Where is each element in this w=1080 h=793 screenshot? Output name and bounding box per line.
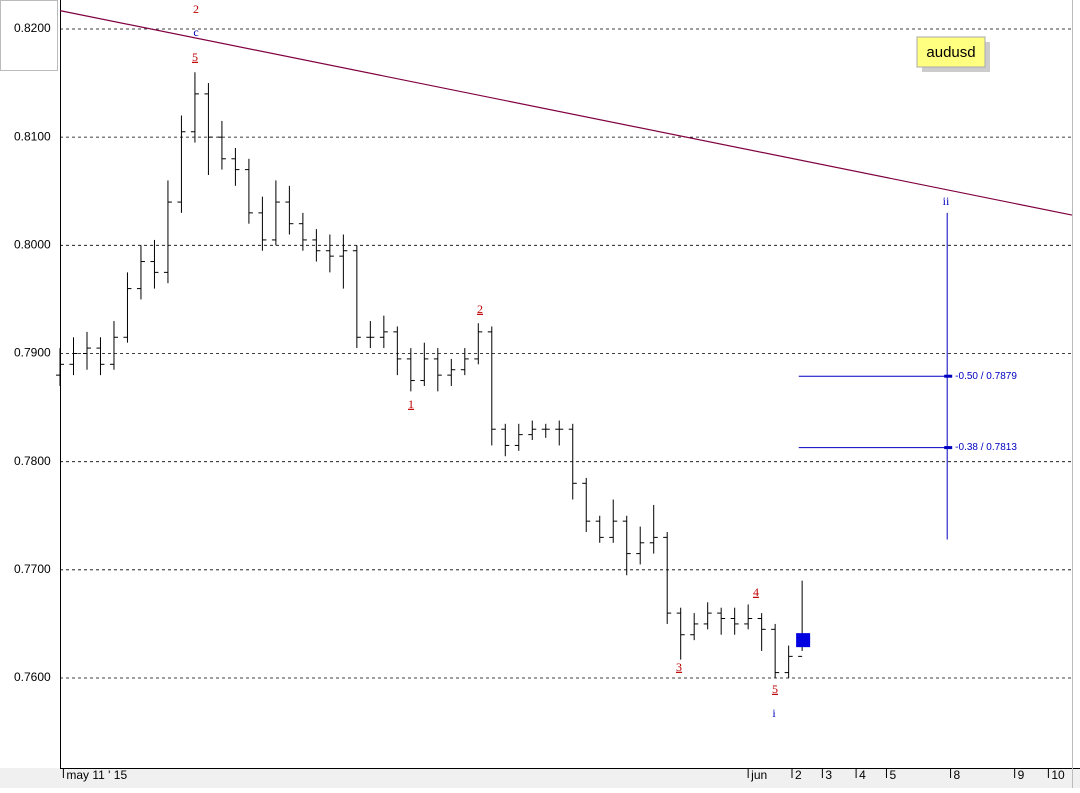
ohlc-bar [82,331,91,370]
ohlc-bar [528,420,537,441]
wave-label: ii [943,194,950,208]
ohlc-bar [501,423,510,457]
ohlc-bar [474,323,483,365]
ohlc-bar [730,607,739,635]
wave-label: 3 [676,660,682,674]
ohlc-bar [609,499,618,543]
wave-label: 2 [477,302,483,316]
x-tick-label: 2 [795,768,802,782]
ohlc-bar [285,185,294,235]
ohlc-bar [582,477,591,532]
symbol-bg [916,36,986,68]
ohlc-bar [447,358,456,386]
y-tick-label: 0.8200 [14,21,51,35]
ohlc-bar [325,234,334,273]
ohlc-bar [352,245,361,349]
ohlc-bar [339,234,348,289]
ohlc-bar [123,272,132,343]
x-tick-label: 9 [1018,768,1025,782]
ohlc-bar [690,613,699,641]
ohlc-bar [433,348,442,392]
trend-line [59,10,1073,216]
x-tick-label: 3 [825,768,832,782]
last-price-marker [796,633,811,648]
ohlc-bar [771,623,780,679]
fib-level-marker [944,446,953,450]
ohlc-bar [595,515,604,543]
ohlc-bar [298,212,307,251]
ohlc-bar [366,321,375,349]
x-axis-band [0,768,1080,788]
y-tick-label: 0.7700 [14,562,51,576]
wave-label: c [193,25,198,39]
ohlc-bar [56,348,64,386]
ohlc-bar [555,420,564,446]
ohlc-bar [460,348,469,376]
fib-level-marker [944,374,953,378]
ohlc-bar [177,115,186,213]
fib-level-label: -0.50 / 0.7879 [955,371,1017,382]
ohlc-bar [379,315,388,349]
x-tick-label: may 11 ' 15 [66,768,127,782]
ohlc-bar [406,348,415,392]
ohlc-bar [109,321,118,370]
y-tick-label: 0.7800 [14,454,51,468]
y-tick-label: 0.7900 [14,346,51,360]
wave-label: 2 [193,2,199,16]
wave-label: i [772,706,776,720]
ohlc-bar [136,245,145,300]
y-tick-label: 0.7600 [14,670,51,684]
ohlc-bar [622,515,631,576]
ohlc-bar [676,607,685,660]
wave-label: 5 [192,50,198,64]
y-tick-label: 0.8100 [14,129,51,143]
ohlc-bar [231,147,240,186]
wave-label: 4 [753,585,759,599]
ohlc-bar [190,72,199,143]
x-tick-label: jun [750,768,767,782]
wave-label: 5 [772,682,778,696]
ohlc-bar [757,613,766,651]
ohlc-bar [69,337,78,376]
ohlc-bar [568,423,577,500]
ohlc-bar [393,326,402,376]
ohlc-bar [271,180,280,246]
x-tick-label: 4 [859,768,866,782]
ohlc-bar [163,180,172,284]
x-tick-label: 10 [1051,768,1065,782]
ohlc-bar [744,604,753,630]
wave-label: 1 [408,397,414,411]
ohlc-bar [312,229,321,262]
ohlc-bar [663,531,672,624]
ohlc-bar [541,423,550,438]
ohlc-bar [784,645,793,679]
ohlc-bar [244,158,253,224]
fib-level-label: -0.38 / 0.7813 [955,442,1017,453]
ohlc-bar [204,83,213,176]
ohlc-bar [217,120,226,170]
x-tick-label: 8 [954,768,961,782]
price-box [0,0,58,71]
ohlc-bar [96,337,105,376]
ohlc-bar [258,196,267,251]
symbol: audusd [926,44,975,61]
ohlc-bar [487,326,496,446]
ohlc-bar [703,602,712,630]
ohlc-bar [514,423,523,451]
ohlc-bar [649,504,658,554]
x-tick-label: 5 [889,768,896,782]
ohlc-bar [636,526,645,565]
y-tick-label: 0.8000 [14,237,51,251]
ohlc-bar [150,239,159,289]
symbol-box: audusd [916,36,990,72]
ohlc-bar [420,342,429,386]
ohlc-bar [717,607,726,635]
